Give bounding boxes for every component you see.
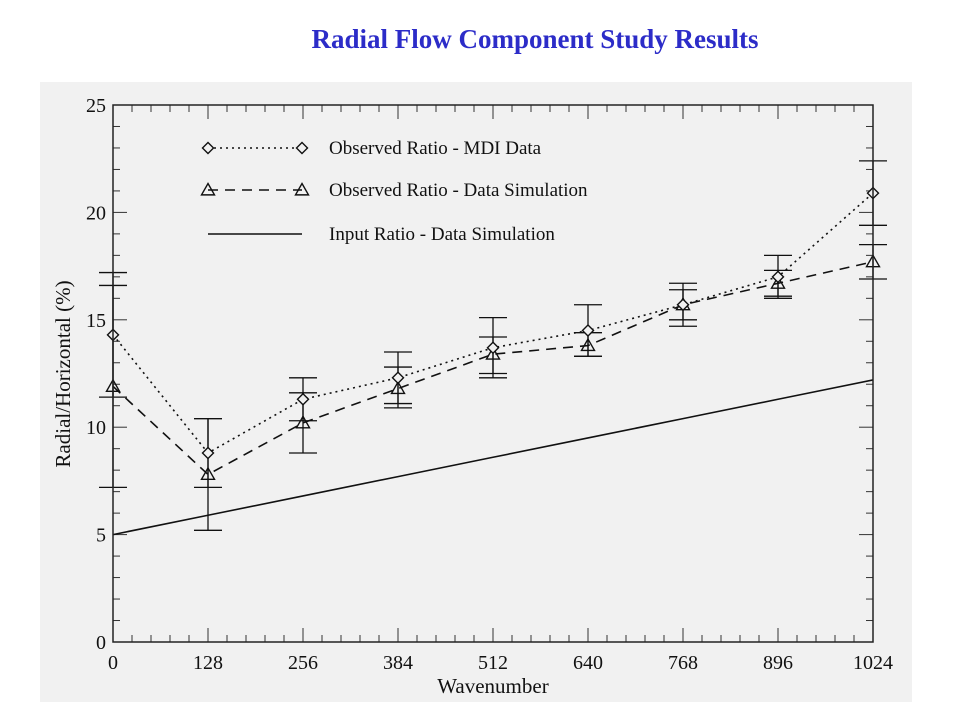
y-tick-label: 10 xyxy=(86,417,106,439)
legend-marker xyxy=(200,182,216,196)
x-tick-label: 128 xyxy=(193,652,223,674)
legend: Observed Ratio - MDI Data Observed Ratio … xyxy=(200,138,588,245)
y-tick-label: 25 xyxy=(86,95,106,117)
minor-ticks xyxy=(112,104,874,643)
data-point xyxy=(201,446,215,460)
chart-svg: 0 128 256 384 512 640 768 896 1024 0 5 10 15 20 25 Wa… xyxy=(51,95,893,698)
legend-label: Input Ratio - Data Simulation xyxy=(329,224,555,245)
data-point xyxy=(296,392,310,406)
legend-label: Observed Ratio - MDI Data xyxy=(329,138,542,159)
series-line xyxy=(112,261,874,476)
x-tick-label: 768 xyxy=(668,652,698,674)
x-tick-label: 1024 xyxy=(853,652,893,674)
legend-marker xyxy=(201,141,215,155)
x-tick-label: 384 xyxy=(383,652,413,674)
legend-label: Observed Ratio - Data Simulation xyxy=(329,180,588,201)
plot-panel: 0 128 256 384 512 640 768 896 1024 0 5 10 15 20 25 Wa… xyxy=(40,82,912,702)
x-tick-label: 0 xyxy=(108,652,118,674)
y-tick-label: 5 xyxy=(96,525,106,547)
series-line xyxy=(112,379,874,536)
x-tick-label: 512 xyxy=(478,652,508,674)
y-tick-label: 15 xyxy=(86,310,106,332)
y-tick-label: 0 xyxy=(96,632,106,654)
plot-frame xyxy=(112,104,874,643)
x-tick-label: 256 xyxy=(288,652,318,674)
x-axis-label: Wavenumber xyxy=(437,674,548,698)
y-tick-label: 20 xyxy=(86,202,106,224)
x-tick-label: 896 xyxy=(763,652,793,674)
legend-marker xyxy=(295,141,309,155)
x-tick-labels: 0 128 256 384 512 640 768 896 1024 xyxy=(108,652,893,674)
legend-marker xyxy=(294,182,310,196)
input-ratio-line xyxy=(112,379,874,536)
data-point xyxy=(391,371,405,385)
chart-title: Radial Flow Component Study Results xyxy=(311,24,759,54)
data-point xyxy=(676,298,690,312)
mdi-series xyxy=(99,160,887,488)
data-point xyxy=(486,341,500,355)
data-point xyxy=(295,414,311,429)
y-tick-labels: 0 5 10 15 20 25 xyxy=(86,95,106,654)
x-tick-label: 640 xyxy=(573,652,603,674)
data-point xyxy=(771,270,785,284)
data-point xyxy=(581,324,595,338)
y-axis-label: Radial/Horizontal (%) xyxy=(51,280,75,467)
